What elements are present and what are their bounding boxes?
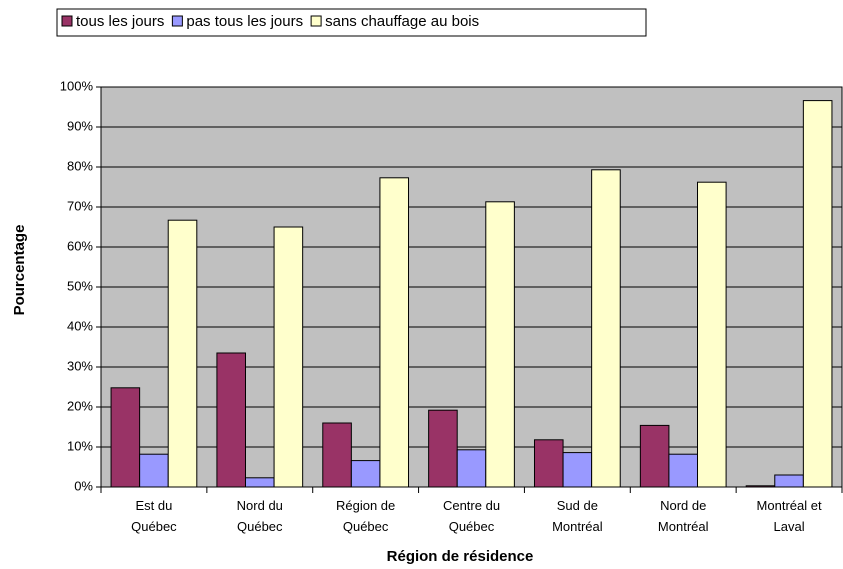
legend-label: tous les jours xyxy=(76,13,164,30)
legend-label: pas tous les jours xyxy=(186,13,303,30)
y-tick-label: 20% xyxy=(67,398,93,413)
bar xyxy=(774,474,804,488)
x-tick-label: Centre du Québec xyxy=(443,498,500,534)
y-tick-label: 90% xyxy=(67,118,93,133)
bar xyxy=(591,169,621,488)
y-tick-label: 70% xyxy=(67,198,93,213)
bar xyxy=(562,452,593,488)
legend-label: sans chauffage au bois xyxy=(325,13,479,30)
bar xyxy=(350,460,381,488)
x-axis-title: Région de résidence xyxy=(387,548,534,565)
bar xyxy=(802,100,833,488)
x-tick-label-line: Québec xyxy=(237,519,283,534)
y-axis-title: Pourcentage xyxy=(11,225,28,316)
x-tick-label: Montréal et Laval xyxy=(757,498,822,534)
bar xyxy=(485,201,515,488)
bar xyxy=(110,387,141,488)
x-tick-label: Région de Québec xyxy=(336,498,395,534)
x-tick-label-line: Laval xyxy=(774,519,805,534)
bar xyxy=(668,453,699,488)
bar xyxy=(167,219,198,488)
y-tick-label: 60% xyxy=(67,238,93,253)
bar xyxy=(379,177,410,488)
x-tick-label-line: Nord du xyxy=(237,498,283,513)
x-tick-label: Est du Québec xyxy=(131,498,177,534)
bar xyxy=(456,449,487,488)
x-tick-label-line: Est du xyxy=(135,498,172,513)
x-tick-label-line: Québec xyxy=(131,519,177,534)
legend-swatch xyxy=(61,15,73,27)
x-tick-label-line: Centre du xyxy=(443,498,500,513)
bar xyxy=(139,453,169,488)
y-tick-label: 30% xyxy=(67,358,93,373)
bar xyxy=(244,477,275,488)
x-tick-label-line: Montréal et xyxy=(757,498,822,513)
bar xyxy=(428,409,458,488)
y-tick-label: 0% xyxy=(74,478,93,493)
x-tick-label-line: Sud de xyxy=(557,498,598,513)
bar xyxy=(533,439,564,488)
legend-swatch xyxy=(171,15,183,27)
x-tick-label: Nord du Québec xyxy=(237,498,283,534)
x-tick-label-line: Montréal xyxy=(552,519,603,534)
legend-swatch xyxy=(310,15,322,27)
bar xyxy=(639,424,670,488)
plot-border xyxy=(100,86,843,488)
legend-box xyxy=(56,8,647,37)
y-tick-label: 10% xyxy=(67,438,93,453)
x-tick-label: Nord de Montréal xyxy=(658,498,709,534)
x-tick-label-line: Québec xyxy=(449,519,495,534)
y-tick-label: 80% xyxy=(67,158,93,173)
x-tick-label-line: Montréal xyxy=(658,519,709,534)
x-tick-label-line: Nord de xyxy=(660,498,706,513)
bar xyxy=(697,181,727,488)
bar xyxy=(322,422,352,488)
bar xyxy=(216,352,246,488)
y-tick-label: 100% xyxy=(60,78,94,93)
x-tick-label: Sud de Montréal xyxy=(552,498,603,534)
bar xyxy=(273,226,304,488)
y-tick-label: 40% xyxy=(67,318,93,333)
y-tick-label: 50% xyxy=(67,278,93,293)
x-tick-label-line: Région de xyxy=(336,498,395,513)
x-tick-label-line: Québec xyxy=(343,519,389,534)
